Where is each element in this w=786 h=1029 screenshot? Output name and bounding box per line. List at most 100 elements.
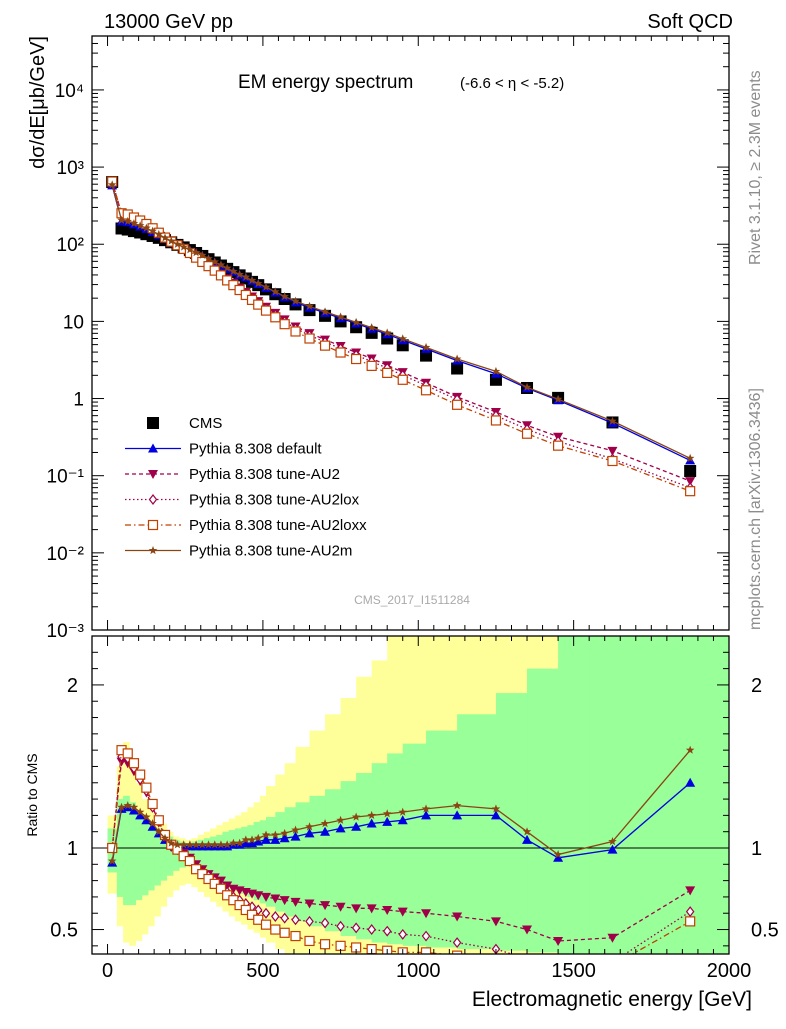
ratio-point-pythia-8-308-tune-au2 [553,936,564,946]
main-point-pythia-8-308-tune-au2m [179,242,188,251]
legend-marker [147,519,159,531]
legend-marker [148,546,158,555]
main-point-pythia-8-308-tune-au2loxx [270,312,281,323]
ratio-point-pythia-8-308-tune-au2loxx [128,758,140,769]
ratio-point-pythia-8-308-tune-au2m [685,745,695,754]
main-point-pythia-8-308-tune-au2loxx [607,455,618,467]
ratio-point-pythia-8-308-tune-au2lox [253,904,263,916]
legend-label: Pythia 8.308 tune-AU2m [189,543,352,560]
ratio-point-pythia-8-308-tune-au2 [382,905,393,915]
ratio-point-pythia-8-308-tune-au2loxx [420,947,432,954]
analysis-id: CMS_2017_I1511284 [354,593,470,607]
ratio-point-pythia-8-308-default [135,810,146,820]
band-inner-bin [160,831,168,881]
ratio-point-pythia-8-308-tune-au2m [154,827,164,836]
ratio-point-pythia-8-308-tune-au2lox [398,928,407,940]
x-tick-label: 2000 [707,960,752,982]
ratio-point-pythia-8-308-tune-au2 [452,912,463,922]
ratio-point-pythia-8-308-default [335,823,346,833]
ratio-point-pythia-8-308-tune-au2lox [382,925,392,937]
ratio-point-pythia-8-308-tune-au2 [290,897,301,907]
ratio-point-pythia-8-308-tune-au2 [320,901,331,911]
ratio-point-pythia-8-308-tune-au2m [142,812,151,821]
ratio-y-tick-label-left: 1 [67,838,78,860]
chart-title-range: (-6.6 < η < -5.2) [460,75,564,92]
band-inner-bin [295,802,311,922]
main-point-pythia-8-308-tune-au2m [398,334,408,343]
ratio-point-pythia-8-308-tune-au2loxx [107,842,118,854]
main-point-pythia-8-308-tune-au2m [280,292,289,301]
ratio-point-pythia-8-308-tune-au2loxx [319,939,331,950]
band-inner-bin [426,730,458,948]
main-point-pythia-8-308-tune-au2loxx [290,326,301,337]
ratio-point-pythia-8-308-tune-au2 [351,904,362,914]
ratio-point-pythia-8-308-tune-au2m [367,810,376,820]
ratio-point-pythia-8-308-tune-au2loxx [135,769,146,780]
main-point-pythia-8-308-tune-au2m [123,216,133,225]
band-inner-bin [154,828,161,886]
legend-label: Pythia 8.308 default [189,441,322,458]
ratio-point-pythia-8-308-tune-au2 [253,891,264,901]
main-point-pythia-8-308-tune-au2m [253,278,263,288]
band-inner-bin [387,753,404,945]
ratio-point-pythia-8-308-tune-au2lox [351,922,361,934]
ratio-point-pythia-8-308-default [421,810,432,820]
band-inner-bin [589,636,729,954]
main-point-pythia-8-308-tune-au2 [607,446,618,456]
ratio-y-tick-label-left: 2 [67,675,78,697]
ratio-point-pythia-8-308-tune-au2 [685,886,696,896]
main-point-pythia-8-308-tune-au2m [351,317,361,327]
main-series-layer [106,176,697,497]
legend-marker [148,494,158,505]
ratio-point-pythia-8-308-default [128,805,139,815]
main-point-pythia-8-308-tune-au2loxx [351,353,362,365]
ratio-point-pythia-8-308-tune-au2m [191,840,201,849]
y-tick-label: 1 [73,390,84,411]
main-point-pythia-8-308-tune-au2loxx [521,428,533,439]
main-point-pythia-8-308-tune-au2loxx [382,367,393,378]
ratio-point-pythia-8-308-default [382,816,393,826]
main-point-pythia-8-308-tune-au2m [608,416,617,425]
ratio-point-pythia-8-308-tune-au2m [222,840,232,849]
y-tick-label: 10⁴ [55,81,84,102]
ratio-point-pythia-8-308-tune-au2m [204,840,213,849]
ratio-point-pythia-8-308-tune-au2loxx [279,927,290,938]
ratio-point-pythia-8-308-tune-au2loxx [184,855,195,867]
main-point-pythia-8-308-tune-au2loxx [253,299,264,310]
ratio-point-pythia-8-308-tune-au2 [607,933,618,943]
main-point-pythia-8-308-tune-au2m [247,275,257,285]
main-point-pythia-8-308-tune-au2m [291,296,300,305]
ratio-point-pythia-8-308-default [452,810,463,820]
main-point-pythia-8-308-tune-au2m [198,250,207,259]
legend-label: Pythia 8.308 tune-AU2lox [189,492,360,509]
main-point-pythia-8-308-tune-au2 [685,477,696,487]
ratio-point-pythia-8-308-default [685,777,696,787]
ratio-point-pythia-8-308-tune-au2m [253,833,263,842]
ratio-point-pythia-8-308-tune-au2 [270,894,281,904]
ratio-point-pythia-8-308-tune-au2loxx [523,964,532,973]
main-point-pythia-8-308-tune-au2m [452,354,462,363]
main-point-pythia-8-308-tune-au2m [305,301,314,310]
axes-layer: 0 500 1000 1500 2000 10⁻³ 10⁻² 10⁻¹ 1 10 10² 10³ 10⁴… [47,35,779,982]
main-point-pythia-8-308-tune-au2m [135,221,145,230]
band-inner-bin [203,838,211,875]
ratio-point-pythia-8-308-tune-au2 [335,902,346,912]
ratio-point-pythia-8-308-default [279,833,290,843]
main-point-pythia-8-308-tune-au2m [166,236,176,245]
main-point-pythia-8-308-tune-au2loxx [452,399,463,410]
legend-entry: CMS [147,415,222,432]
ratio-point-pythia-8-308-tune-au2m [166,838,176,847]
ratio-point-pythia-8-308-tune-au2loxx [608,961,617,970]
band-inner-bin [222,831,230,884]
ratio-point-pythia-8-308-tune-au2loxx [147,798,158,810]
ratio-point-pythia-8-308-tune-au2loxx [335,940,346,951]
main-point-pythia-8-308-tune-au2m [553,394,563,403]
ratio-point-pythia-8-308-tune-au2loxx [290,930,301,942]
ratio-point-pythia-8-308-tune-au2loxx [270,924,281,935]
legend-entry: Pythia 8.308 default [125,441,322,458]
legend-entry: Pythia 8.308 tune-AU2loxx [125,517,367,534]
ratio-point-pythia-8-308-tune-au2loxx [452,950,463,954]
process-label: Soft QCD [647,11,733,33]
ratio-point-pythia-8-308-tune-au2m [382,809,392,818]
main-point-pythia-8-308-tune-au2m [210,257,220,266]
